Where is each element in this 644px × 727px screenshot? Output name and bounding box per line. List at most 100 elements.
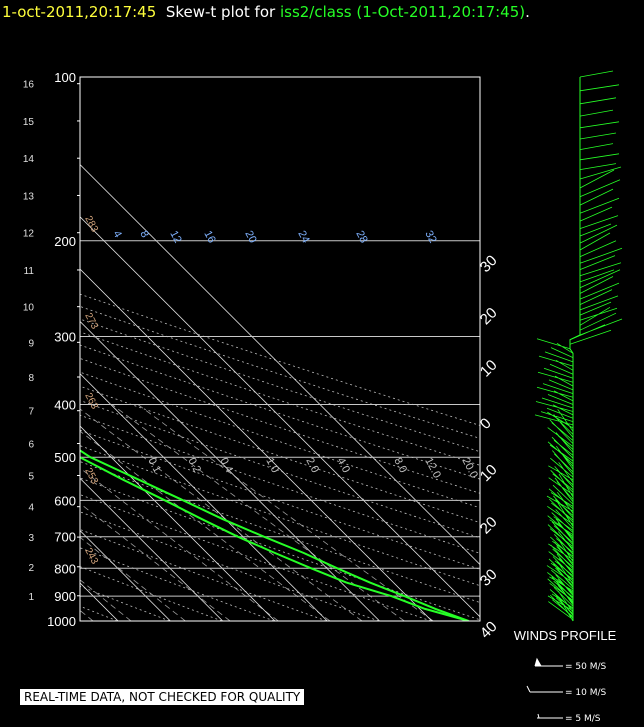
height-label-10: 10 — [23, 303, 35, 314]
mixing-ratio-label-1.0: 1.0 — [263, 456, 281, 475]
mixing-ratio-line-12 — [80, 408, 363, 621]
theta-label-263: 263 — [82, 391, 100, 411]
wind-barbs — [534, 70, 623, 622]
dry-adiabat-353 — [80, 414, 480, 554]
dry-adiabat-393 — [80, 358, 480, 494]
legend-barb-10 — [526, 685, 563, 693]
legend-label-10: = 10 M/S — [565, 688, 607, 698]
isotherm--10 — [80, 477, 223, 621]
header-period: . — [525, 3, 530, 21]
legend-flag-50 — [534, 657, 542, 667]
dry-adiabat-283 — [80, 529, 327, 621]
mixing-ratio-label-0.2: 0.2 — [185, 456, 203, 475]
dry-adiabat-413 — [80, 331, 480, 466]
mixing-ratio-label-20: 20 — [242, 229, 258, 245]
mixing-ratio-label-8: 8 — [137, 229, 150, 240]
height-label-4: 4 — [28, 503, 34, 514]
mixing-ratio-label-16: 16 — [201, 229, 217, 245]
pressure-label-500: 500 — [54, 450, 76, 465]
dry-adiabat-443 — [80, 293, 480, 426]
mixing-ratio-label-32: 32 — [422, 229, 438, 245]
header-timestamp: 1-oct-2011,20:17:45 — [2, 3, 157, 21]
pressure-label-100: 100 — [54, 70, 76, 85]
plot-area — [0, 77, 480, 621]
dry-adiabat-363 — [80, 400, 480, 539]
legend-label-5: = 5 M/S — [565, 714, 601, 724]
height-label-9: 9 — [28, 338, 34, 349]
right-temp-label-0: 0 — [477, 415, 495, 433]
height-label-12: 12 — [23, 229, 35, 240]
dry-adiabat-403 — [80, 344, 480, 480]
pressure-label-600: 600 — [54, 493, 76, 508]
pressure-label-200: 200 — [54, 234, 76, 249]
height-label-6: 6 — [28, 440, 34, 451]
pressure-label-900: 900 — [54, 589, 76, 604]
mixing-ratio-label-12: 12 — [167, 229, 183, 245]
winds-profile-title: WINDS PROFILE — [514, 628, 617, 643]
header-platform: iss2/class — [279, 3, 352, 21]
winds-profile — [534, 70, 623, 622]
dry-adiabat-373 — [80, 385, 480, 524]
axis-labels: 1000900800700600500400300200100123456789… — [23, 70, 501, 642]
height-label-7: 7 — [28, 407, 34, 418]
dry-adiabat-303 — [80, 494, 432, 621]
pressure-label-1000: 1000 — [47, 614, 76, 629]
mixing-ratio-label-0.4: 0.4 — [217, 456, 235, 475]
dry-adiabat-273 — [80, 547, 275, 621]
mixing-ratio-line-28 — [137, 404, 434, 621]
height-label-5: 5 — [28, 472, 34, 483]
isotherms — [0, 77, 480, 621]
dewpoint-line — [80, 456, 469, 621]
height-label-16: 16 — [23, 80, 35, 91]
dry-adiabat-433 — [80, 305, 480, 439]
height-label-14: 14 — [23, 154, 35, 165]
mixing-ratio-line-20 — [111, 404, 405, 621]
isotherm-30 — [80, 268, 433, 621]
height-label-15: 15 — [23, 117, 35, 128]
plot-header: 1-oct-2011,20:17:45 Skew-t plot for iss2… — [2, 3, 530, 21]
mixing-ratio-label-4.0: 4.0 — [334, 456, 352, 475]
header-plot-label: Skew-t plot for — [165, 3, 276, 21]
mixing-ratio-label-0.1: 0.1 — [145, 456, 163, 475]
mixing-ratio-label-8.0: 8.0 — [391, 456, 409, 475]
mixing-ratio-line-0.2 — [80, 609, 94, 621]
sounding-series — [80, 449, 469, 621]
dry-adiabat-383 — [80, 371, 480, 509]
pressure-label-400: 400 — [54, 398, 76, 413]
temperature-line — [80, 449, 469, 621]
mixing-ratio-label-12.0: 12.0 — [422, 456, 443, 481]
height-label-1: 1 — [28, 592, 34, 603]
isotherm-50 — [80, 163, 480, 566]
legend-barb-5 — [537, 713, 563, 719]
height-label-2: 2 — [28, 563, 34, 574]
mixing-ratio-label-4: 4 — [110, 229, 123, 240]
height-label-13: 13 — [23, 191, 35, 202]
dry-adiabat-423 — [80, 318, 480, 453]
winds-legend: = 50 M/S = 10 M/S = 5 M/S — [526, 657, 607, 724]
legend-label-50: = 50 M/S — [565, 662, 607, 672]
dry-adiabat-323 — [80, 461, 480, 603]
theta-label-243: 243 — [82, 546, 100, 566]
height-label-11: 11 — [24, 266, 35, 277]
plot-frame — [79, 76, 481, 622]
isotherm-0 — [80, 425, 276, 621]
height-label-8: 8 — [28, 373, 34, 384]
mixing-ratio-label-24: 24 — [295, 229, 311, 245]
mixing-ratio-label-20.0: 20.0 — [459, 456, 480, 481]
right-temp-label-40: 40 — [477, 618, 501, 642]
isotherm-20 — [80, 320, 380, 621]
isotherm-10 — [80, 373, 328, 621]
header-run-time: (1-Oct-2011,20:17:45) — [356, 3, 526, 21]
height-label-3: 3 — [28, 533, 34, 544]
mixing-ratio-label-2.0: 2.0 — [303, 456, 321, 475]
pressure-label-300: 300 — [54, 330, 76, 345]
isotherm--50 — [0, 77, 13, 621]
mixing-ratio-label-28: 28 — [353, 229, 369, 245]
isotherm-40 — [80, 216, 480, 618]
dry-adiabats — [80, 293, 480, 621]
theta-label-283: 283 — [82, 214, 100, 234]
plot-border — [79, 76, 481, 622]
pressure-label-700: 700 — [54, 530, 76, 545]
